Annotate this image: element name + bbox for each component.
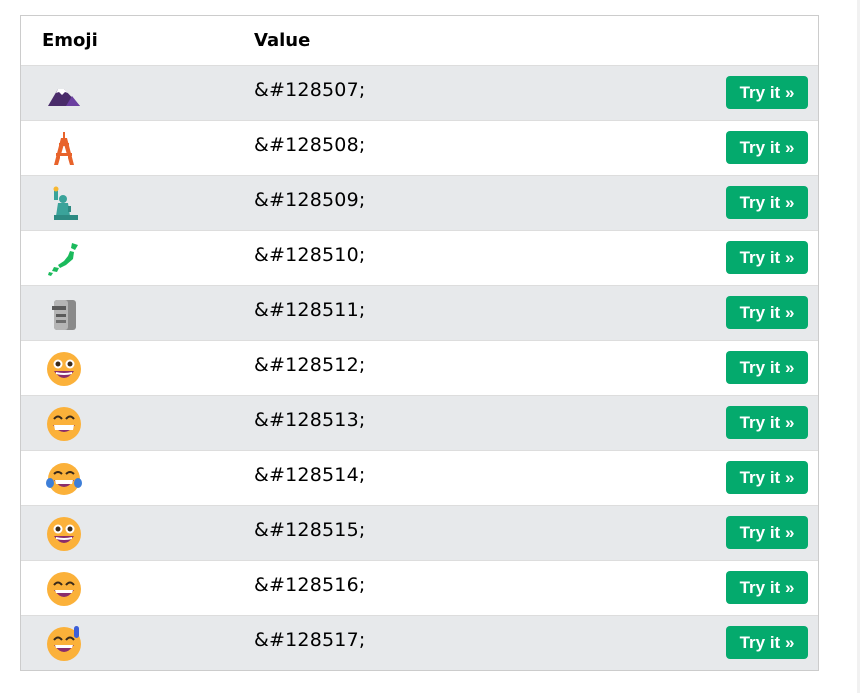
table-row: &#128517; Try it » xyxy=(21,616,818,670)
table-row: &#128513; Try it » xyxy=(21,396,818,451)
map-of-japan-icon xyxy=(46,241,82,277)
table-row: &#128514; Try it » xyxy=(21,451,818,506)
table-header-row: Emoji Value xyxy=(21,16,818,66)
statue-of-liberty-icon xyxy=(46,186,82,222)
table-row: &#128507; Try it » xyxy=(21,66,818,121)
table-row: &#128511; Try it » xyxy=(21,286,818,341)
grinning-sweat-face-icon xyxy=(46,626,82,662)
value-text: &#128508; xyxy=(254,134,366,156)
table-row: &#128509; Try it » xyxy=(21,176,818,231)
try-it-button[interactable]: Try it » xyxy=(726,516,808,549)
try-it-button[interactable]: Try it » xyxy=(726,296,808,329)
header-value: Value xyxy=(254,30,311,51)
table-row: &#128516; Try it » xyxy=(21,561,818,616)
tokyo-tower-icon xyxy=(46,131,82,167)
beaming-face-icon xyxy=(46,406,82,442)
value-text: &#128507; xyxy=(254,79,366,101)
value-text: &#128514; xyxy=(254,464,366,486)
table-row: &#128515; Try it » xyxy=(21,506,818,561)
value-text: &#128510; xyxy=(254,244,366,266)
try-it-button[interactable]: Try it » xyxy=(726,406,808,439)
table-row: &#128512; Try it » xyxy=(21,341,818,396)
try-it-button[interactable]: Try it » xyxy=(726,571,808,604)
tears-of-joy-face-icon xyxy=(46,461,82,497)
try-it-button[interactable]: Try it » xyxy=(726,186,808,219)
value-text: &#128517; xyxy=(254,629,366,651)
value-text: &#128513; xyxy=(254,409,366,431)
value-text: &#128509; xyxy=(254,189,366,211)
try-it-button[interactable]: Try it » xyxy=(726,351,808,384)
value-text: &#128511; xyxy=(254,299,366,321)
table-row: &#128508; Try it » xyxy=(21,121,818,176)
try-it-button[interactable]: Try it » xyxy=(726,76,808,109)
value-text: &#128512; xyxy=(254,354,366,376)
grinning-big-eyes-face-icon xyxy=(46,516,82,552)
try-it-button[interactable]: Try it » xyxy=(726,626,808,659)
table-row: &#128510; Try it » xyxy=(21,231,818,286)
mount-fuji-icon xyxy=(46,76,82,112)
try-it-button[interactable]: Try it » xyxy=(726,461,808,494)
grinning-face-icon xyxy=(46,351,82,387)
grinning-smiling-eyes-face-icon xyxy=(46,571,82,607)
emoji-table: Emoji Value &#128507; Try it » &#128508; xyxy=(20,15,819,671)
scrollbar-track[interactable] xyxy=(857,0,860,693)
value-text: &#128516; xyxy=(254,574,366,596)
moai-icon xyxy=(46,296,82,332)
try-it-button[interactable]: Try it » xyxy=(726,131,808,164)
header-emoji: Emoji xyxy=(42,30,98,51)
try-it-button[interactable]: Try it » xyxy=(726,241,808,274)
value-text: &#128515; xyxy=(254,519,366,541)
